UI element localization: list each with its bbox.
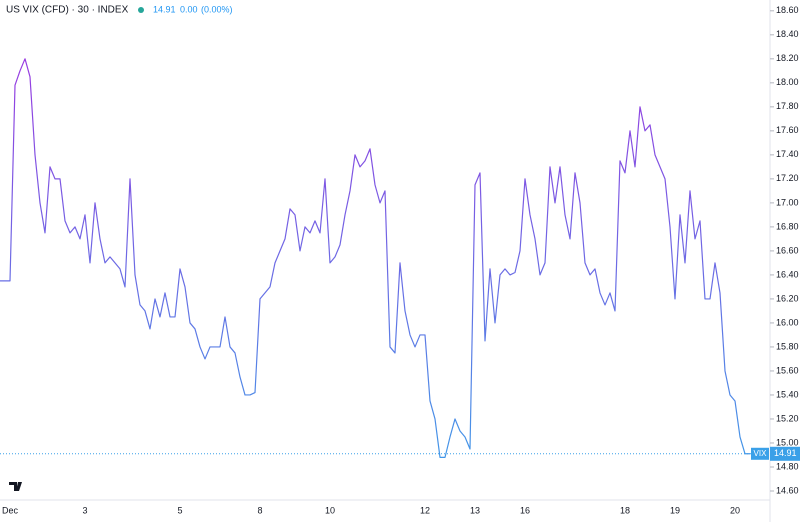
x-tick-label: 20 <box>730 505 740 515</box>
series-name-box <box>751 447 769 460</box>
header-bg <box>0 2 260 18</box>
y-tick-label: 18.20 <box>776 53 799 63</box>
y-tick-label: 14.80 <box>776 461 799 471</box>
y-tick-label: 17.00 <box>776 197 799 207</box>
y-tick-label: 16.80 <box>776 221 799 231</box>
x-tick-label: 3 <box>82 505 87 515</box>
x-tick-label: 13 <box>470 505 480 515</box>
last-price-label: 14.91 <box>774 448 797 458</box>
y-tick-label: 16.00 <box>776 317 799 327</box>
x-tick-label: 12 <box>420 505 430 515</box>
y-tick-label: 16.40 <box>776 269 799 279</box>
x-tick-label: 8 <box>257 505 262 515</box>
header-change-pct: (0.00%) <box>201 4 233 14</box>
y-tick-label: 18.00 <box>776 77 799 87</box>
status-dot <box>138 7 144 13</box>
y-tick-label: 15.40 <box>776 389 799 399</box>
y-tick-label: 14.60 <box>776 485 799 495</box>
x-tick-label: Dec <box>2 505 19 515</box>
y-tick-label: 17.60 <box>776 125 799 135</box>
price-line <box>0 58 750 458</box>
y-tick-label: 18.60 <box>776 5 799 15</box>
x-tick-label: 16 <box>520 505 530 515</box>
x-tick-label: 5 <box>177 505 182 515</box>
y-tick-label: 18.40 <box>776 29 799 39</box>
x-tick-label: 10 <box>325 505 335 515</box>
x-tick-label: 18 <box>620 505 630 515</box>
y-tick-label: 15.00 <box>776 437 799 447</box>
y-tick-label: 15.80 <box>776 341 799 351</box>
last-price-box <box>770 446 800 461</box>
y-tick-label: 16.20 <box>776 293 799 303</box>
tv-logo <box>9 482 22 491</box>
y-tick-label: 17.80 <box>776 101 799 111</box>
y-tick-label: 17.40 <box>776 149 799 159</box>
header-price: 14.91 <box>153 4 176 14</box>
series-name: VIX <box>754 449 768 458</box>
chart-title: US VIX (CFD) · 30 · INDEX <box>6 5 129 16</box>
y-tick-label: 15.60 <box>776 365 799 375</box>
y-tick-label: 16.60 <box>776 245 799 255</box>
header-change: 0.00 <box>180 4 198 14</box>
y-tick-label: 17.20 <box>776 173 799 183</box>
x-tick-label: 19 <box>670 505 680 515</box>
y-tick-label: 15.20 <box>776 413 799 423</box>
